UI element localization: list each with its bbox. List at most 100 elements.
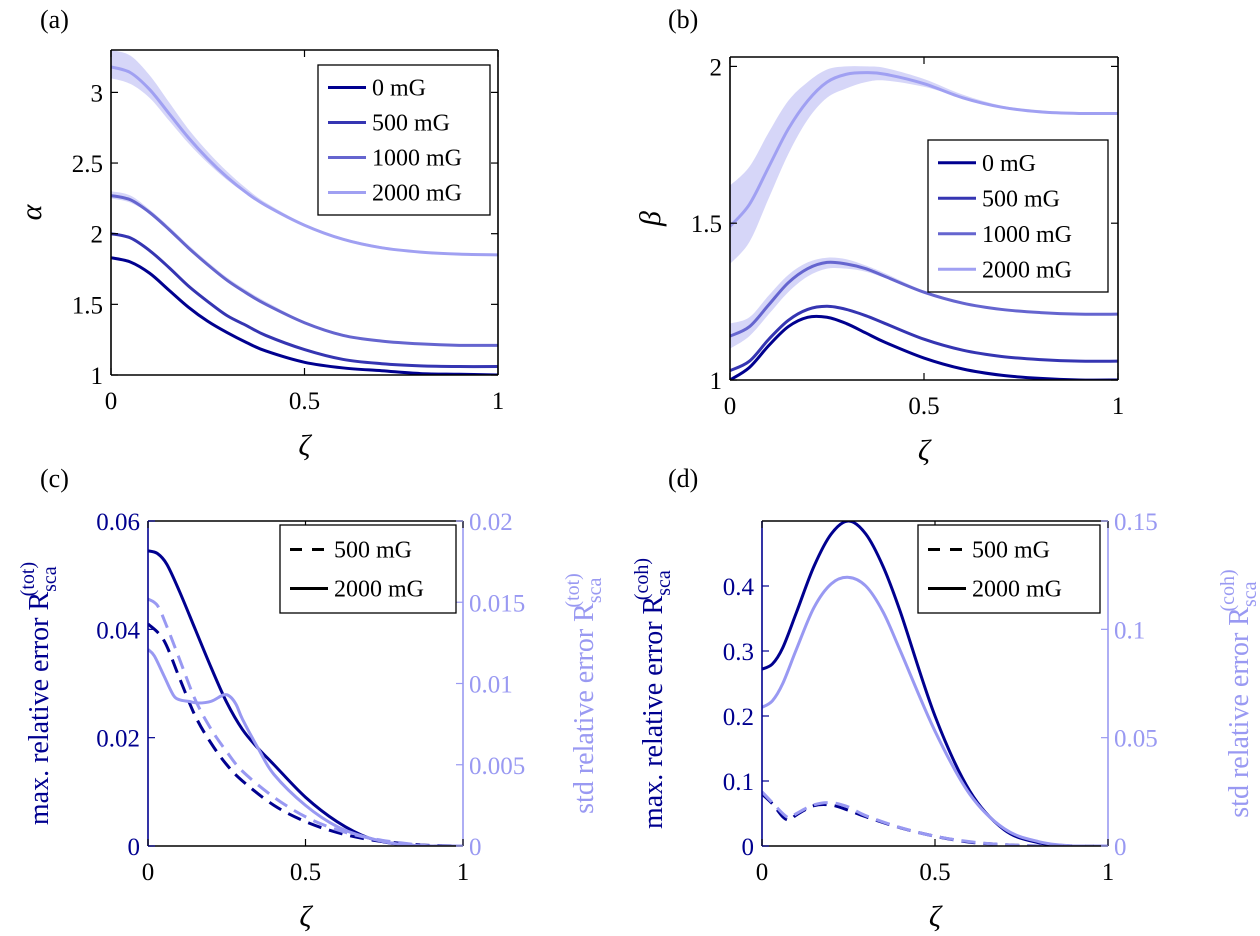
x-tick-label: 1 — [1102, 859, 1115, 886]
series-line — [148, 648, 463, 846]
legend-label: 1000 mG — [372, 146, 462, 172]
y-label-subscript: sca — [584, 577, 606, 603]
series-line — [762, 792, 1108, 846]
series-line — [111, 232, 498, 369]
y-tick-label: 1 — [91, 363, 104, 390]
legend-label: 500 mG — [334, 538, 412, 564]
x-tick-label: 1 — [1112, 393, 1125, 420]
y-tick-label-right: 0.1 — [1114, 617, 1145, 644]
x-axis-label: ζ — [929, 900, 943, 933]
x-tick-label: 0 — [142, 859, 155, 886]
y-label-text: std relative error R — [1224, 607, 1255, 818]
legend-box — [317, 64, 491, 216]
series-line — [111, 65, 498, 257]
legend-label: 2000 mG — [372, 181, 462, 207]
series-line — [730, 314, 1118, 380]
y-axis-label: β — [634, 211, 667, 227]
panel-label: (a) — [40, 5, 69, 34]
y-tick-label: 2.5 — [72, 151, 103, 178]
y-label-text: max. relative error R — [638, 595, 669, 829]
y-tick-label-right: 0.05 — [1114, 726, 1158, 753]
y-tick-label: 0.3 — [723, 639, 754, 666]
legend-label: 0 mG — [372, 76, 426, 102]
legend: 500 mG 2000 mG — [279, 524, 457, 614]
y-tick-label: 3 — [91, 80, 104, 107]
y-tick-label: 0 — [128, 834, 141, 861]
legend: 0 mG 500 mG 1000 mG 2000 mG — [927, 139, 1109, 293]
y-label-superscript: (coh) — [631, 558, 653, 600]
panel-c: (c)0 0.5 100.020.040.0600.0050.010.0150.02… — [17, 464, 606, 933]
plot-area — [730, 66, 1118, 380]
legend-label: 500 mG — [372, 111, 450, 137]
series-line — [730, 71, 1118, 228]
panel-a: (a) 0 0.5 1 1 1.5 2 2.5 3 ζ α 0 mG 500 mG 1000 mG 2000… — [15, 5, 504, 462]
panel-label: (b) — [668, 5, 698, 34]
y-axis-label-left: max. relative error Rsca(tot) — [17, 562, 61, 825]
y-tick-label: 0.06 — [96, 509, 140, 536]
x-tick-label: 0 — [105, 388, 118, 415]
y-tick-label: 0.04 — [96, 617, 140, 644]
legend: 500 mG 2000 mG — [917, 524, 1101, 614]
y-tick-label-right: 0.005 — [469, 753, 525, 780]
y-tick-label: 0.4 — [723, 574, 755, 601]
y-tick-label: 2 — [91, 222, 104, 249]
y-tick-label: 0.1 — [723, 769, 754, 796]
y-tick-label: 0 — [742, 834, 755, 861]
y-label-subscript: sca — [39, 566, 61, 592]
y-label-subscript: sca — [653, 570, 675, 596]
x-axis-label: ζ — [298, 429, 312, 462]
y-label-subscript: sca — [1239, 581, 1260, 607]
plot-area — [148, 549, 463, 846]
x-tick-label: 0 — [724, 393, 737, 420]
series-line — [148, 597, 463, 846]
y-tick-label-right: 0.01 — [469, 672, 513, 699]
y-tick-label: 1.5 — [691, 211, 722, 238]
series-line — [148, 622, 463, 846]
legend-label: 1000 mG — [982, 222, 1072, 248]
x-tick-label: 0.5 — [919, 859, 950, 886]
y-axis-label-left: max. relative error Rsca(coh) — [631, 558, 675, 829]
y-tick-label: 1.5 — [72, 292, 103, 319]
y-label-text: std relative error R — [569, 603, 600, 814]
y-axis-label-right: std relative error Rsca(tot) — [562, 573, 606, 814]
series-line — [762, 790, 1108, 846]
series-line — [730, 260, 1118, 338]
legend-label: 500 mG — [972, 538, 1050, 564]
y-tick-label-right: 0.15 — [1114, 509, 1158, 536]
y-tick-label-right: 0 — [469, 834, 482, 861]
y-tick-label: 0.2 — [723, 704, 754, 731]
plot-area — [111, 50, 498, 375]
series-line — [730, 304, 1118, 372]
y-axis-label-right: std relative error Rsca(coh) — [1217, 569, 1260, 817]
legend-box — [917, 524, 1101, 614]
series-line — [111, 194, 498, 347]
y-tick-label-right: 0.015 — [469, 590, 525, 617]
series-line — [111, 256, 498, 375]
legend-label: 0 mG — [982, 151, 1036, 177]
y-tick-label-right: 0 — [1114, 834, 1127, 861]
x-tick-label: 0 — [756, 859, 769, 886]
x-tick-label: 0.5 — [289, 388, 320, 415]
plot-area — [762, 521, 1108, 846]
x-axis-label: ζ — [299, 900, 313, 933]
y-label-superscript: (tot) — [562, 573, 584, 607]
panel-label: (d) — [668, 464, 698, 493]
legend: 0 mG 500 mG 1000 mG 2000 mG — [317, 64, 491, 216]
y-axis-label: α — [15, 203, 48, 220]
y-tick-label: 1 — [710, 368, 723, 395]
panel-label: (c) — [40, 464, 69, 493]
y-label-text: max. relative error R — [24, 592, 55, 826]
series-line — [762, 575, 1108, 846]
x-tick-label: 0.5 — [290, 859, 321, 886]
legend-label: 2000 mG — [334, 577, 424, 603]
x-tick-label: 1 — [492, 388, 505, 415]
y-label-superscript: (tot) — [17, 562, 39, 596]
legend-box — [279, 524, 457, 614]
legend-label: 2000 mG — [972, 577, 1062, 603]
legend-label: 500 mG — [982, 186, 1060, 212]
y-tick-label: 0.02 — [96, 726, 140, 753]
legend-box — [927, 139, 1109, 293]
x-tick-label: 1 — [457, 859, 470, 886]
